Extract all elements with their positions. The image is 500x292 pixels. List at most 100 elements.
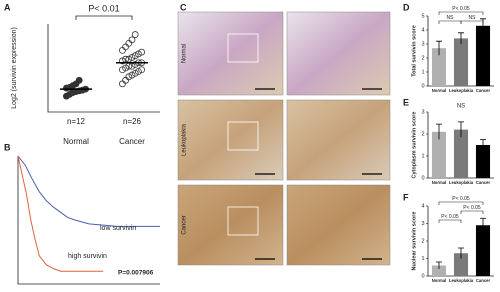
axis [47, 24, 160, 113]
bracket [438, 20, 462, 24]
y-axis-title: Cytoplasm survivin score [411, 112, 417, 179]
error-bar [458, 121, 464, 138]
y-tick-label: 0 [421, 83, 424, 89]
panel-label: C [180, 2, 187, 12]
y-tick-label: 5 [421, 13, 424, 19]
data-point [131, 52, 139, 60]
y-tick-label: 3 [421, 109, 424, 115]
annotation: P< 0.05 [452, 196, 470, 202]
x-tick-label: Normal [63, 137, 89, 146]
bar [431, 48, 447, 86]
micrograph [177, 99, 284, 181]
annotation: P< 0.05 [441, 214, 459, 220]
panel-label: E [403, 97, 409, 107]
data-point [128, 36, 136, 44]
y-tick-label: 0 [421, 273, 424, 279]
bar [453, 38, 469, 86]
data-point [138, 66, 146, 74]
error-bar [436, 261, 442, 269]
row-label: Cancer [182, 215, 188, 234]
y-tick-label: 4 [421, 203, 424, 209]
micrograph [177, 11, 284, 96]
x-tick-label: Leukoplakia [449, 278, 474, 283]
x-tick-label: Cancer [476, 278, 491, 283]
bar [431, 265, 447, 276]
bar [453, 253, 469, 276]
data-point [131, 69, 139, 77]
axis [17, 156, 160, 285]
data-point [119, 66, 126, 74]
y-tick-label: 2 [421, 131, 424, 137]
bar [431, 131, 447, 178]
survival-curve [17, 155, 160, 227]
panel-label: A [4, 2, 11, 12]
data-point [134, 50, 142, 58]
annotation: NS [457, 104, 465, 110]
annotation: NS [447, 15, 455, 21]
bar [475, 145, 491, 178]
data-point [119, 80, 126, 88]
y-axis-title: Total survivin score [411, 25, 417, 77]
row-label: Leukoplakia [182, 123, 188, 156]
micrograph [177, 184, 284, 266]
error-bar [458, 247, 464, 259]
bracket [460, 210, 484, 214]
panel-c: C Normal Leukoplakia Cancer [177, 2, 391, 266]
y-tick-label: 4 [421, 27, 424, 33]
bar [475, 225, 491, 276]
y-tick-label: 2 [421, 238, 424, 244]
y-tick-label: 0 [421, 175, 424, 181]
data-point [122, 43, 129, 51]
micrograph [286, 99, 391, 181]
row-label: Normal [182, 44, 188, 63]
x-tick-label: Cancer [476, 88, 491, 93]
x-tick-label: Leukoplakia [449, 180, 474, 185]
error-bar [480, 139, 486, 151]
y-tick-label: 1 [421, 256, 424, 262]
data-point [122, 64, 129, 72]
error-bar [480, 217, 486, 233]
zoom-box [227, 33, 259, 63]
bracket [438, 201, 484, 205]
error-bar [458, 32, 464, 44]
bar [453, 129, 469, 178]
panel-label: F [403, 192, 409, 202]
bracket [75, 15, 133, 20]
annotation: P=0.007906 [118, 270, 154, 277]
data-point [131, 31, 139, 38]
data-point [131, 61, 139, 68]
annotation: P< 0.05 [463, 205, 481, 211]
data-point [125, 39, 133, 47]
x-tick-label: Leukoplakia [449, 88, 474, 93]
panel-label: D [403, 2, 410, 12]
data-point [119, 47, 126, 54]
data-point [119, 57, 126, 65]
legend-label: low survivin [100, 225, 136, 232]
error-bar [436, 40, 442, 56]
data-point [128, 54, 136, 61]
bracket [438, 11, 484, 15]
annotation: n=12 [67, 117, 86, 126]
zoom-box [227, 206, 259, 236]
zoom-box [227, 121, 259, 151]
error-bar [436, 123, 442, 140]
y-tick-label: 3 [421, 41, 424, 47]
data-point [125, 73, 133, 81]
survival-curve [17, 155, 104, 272]
data-point [138, 48, 146, 56]
x-tick-label: Normal [432, 180, 446, 185]
data-point [134, 68, 142, 75]
x-tick-label: Normal [432, 278, 446, 283]
panel-label: B [4, 142, 11, 152]
y-tick-label: 3 [421, 221, 424, 227]
annotation: P< 0.01 [88, 3, 119, 13]
y-axis-title: Log2 (survivin expression) [11, 27, 18, 109]
micrograph [286, 11, 391, 96]
data-point [75, 76, 83, 84]
x-tick-label: Cancer [476, 180, 491, 185]
bracket [460, 20, 484, 24]
y-tick-label: 2 [421, 55, 424, 61]
y-axis-title: Nuclear survivin score [411, 211, 417, 270]
x-tick-label: Cancer [119, 137, 145, 146]
